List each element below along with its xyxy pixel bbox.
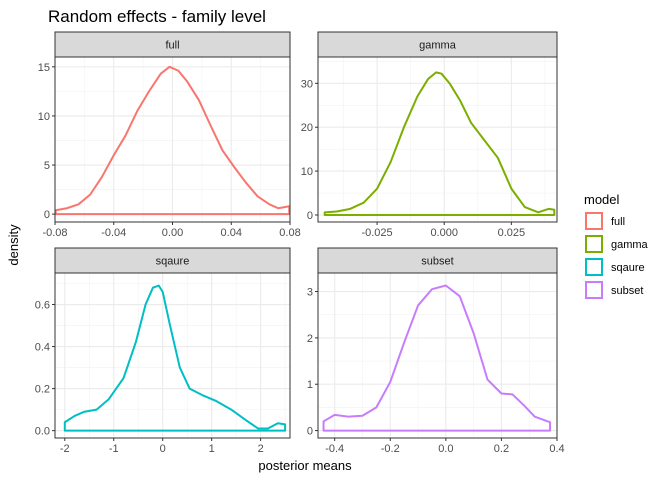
legend-label-sqaure: sqaure [611, 262, 645, 274]
y-tick-label: 0 [307, 210, 313, 222]
strip-label-sqaure: sqaure [156, 256, 190, 268]
y-tick-label: 30 [301, 78, 313, 90]
panel-full: full -0.08 -0.04 0.00 0.04 0.08 0 5 10 15 [38, 31, 301, 239]
x-tick-label: 0.000 [430, 227, 458, 239]
y-tick-label: 0.0 [35, 426, 50, 438]
legend-swatch-sqaure [585, 258, 603, 276]
x-tick-label: 0.08 [279, 227, 300, 239]
y-tick-label: 0.2 [35, 384, 50, 396]
legend-entry-full: full [584, 211, 625, 231]
y-tick-label: 0.4 [35, 342, 50, 354]
y-tick-label: 10 [301, 166, 313, 178]
strip-full [54, 31, 291, 58]
x-tick-label: 1 [209, 443, 215, 455]
legend-entry-gamma: gamma [584, 234, 649, 254]
legend-entry-sqaure: sqaure [584, 257, 645, 277]
legend: model full gamma sqaure subset [584, 192, 649, 300]
strip-subset [317, 247, 558, 274]
plot-background-sqaure [55, 273, 290, 438]
legend-key-subset [584, 280, 604, 300]
x-tick-label: -0.08 [42, 227, 67, 239]
legend-entry-subset: subset [584, 280, 643, 300]
x-tick-label: 0 [160, 443, 166, 455]
panel-border-gamma [317, 56, 558, 223]
y-tick-label: 20 [301, 122, 313, 134]
x-tick-label: -0.2 [381, 443, 400, 455]
x-tick-label: 0.4 [549, 443, 564, 455]
x-tick-label: -2 [60, 443, 70, 455]
x-tick-label: 0.025 [498, 227, 526, 239]
legend-label-full: full [611, 216, 625, 228]
panel-border-sqaure [54, 272, 291, 439]
x-tick-label: -0.025 [361, 227, 392, 239]
chart-title: Random effects - family level [48, 7, 266, 26]
legend-title: model [584, 192, 620, 207]
legend-label-subset: subset [611, 285, 643, 297]
y-tick-label: 2 [307, 333, 313, 345]
y-tick-label: 3 [307, 287, 313, 299]
y-tick-label: 0 [44, 209, 50, 221]
x-tick-label: 2 [258, 443, 264, 455]
legend-swatch-gamma [585, 235, 603, 253]
panel-border-subset [317, 272, 558, 439]
x-tick-label: -0.4 [325, 443, 344, 455]
density-line-full [54, 65, 291, 216]
y-tick-label: 15 [38, 62, 50, 74]
facet-panels: full-0.08 -0.04 0.00 0.04 0.08051015gamma-0.… [35, 31, 565, 455]
strip-label-full: full [165, 40, 179, 52]
x-tick-label: 0.0 [438, 443, 453, 455]
legend-key-sqaure [584, 257, 604, 277]
y-tick-label: 0 [307, 426, 313, 438]
y-tick-label: 5 [44, 160, 50, 172]
panel-subset: subset -0.4 -0.2 0.0 0.2 0.4 0 1 2 3 [307, 247, 565, 455]
strip-label-subset: subset [421, 256, 453, 268]
x-tick-label: -1 [109, 443, 119, 455]
x-tick-label: 0.00 [162, 227, 183, 239]
x-tick-label: -0.04 [101, 227, 126, 239]
density-line-sqaure [63, 284, 287, 432]
density-line-subset [322, 284, 552, 432]
y-tick-label: 1 [307, 379, 313, 391]
legend-key-full [584, 211, 604, 231]
y-axis-title: density [6, 224, 21, 266]
legend-swatch-full [585, 212, 603, 230]
panel-gamma: gamma -0.025 0.000 0.025 0 10 20 30 [301, 31, 558, 239]
y-tick-label: 0.6 [35, 300, 50, 312]
strip-label-gamma: gamma [419, 40, 457, 52]
x-tick-label: 0.04 [221, 227, 242, 239]
legend-key-gamma [584, 234, 604, 254]
legend-label-gamma: gamma [611, 239, 649, 251]
plot-background-gamma [318, 57, 557, 222]
y-tick-label: 10 [38, 111, 50, 123]
density-line-gamma [323, 71, 556, 216]
x-tick-label: 0.2 [494, 443, 509, 455]
strip-sqaure [54, 247, 291, 274]
plot-background-subset [318, 273, 557, 438]
legend-swatch-subset [585, 281, 603, 299]
x-axis-title: posterior means [258, 458, 352, 473]
panel-sqaure: sqaure -2 -1 0 1 2 0.0 0.2 0.4 0.6 [35, 247, 291, 455]
